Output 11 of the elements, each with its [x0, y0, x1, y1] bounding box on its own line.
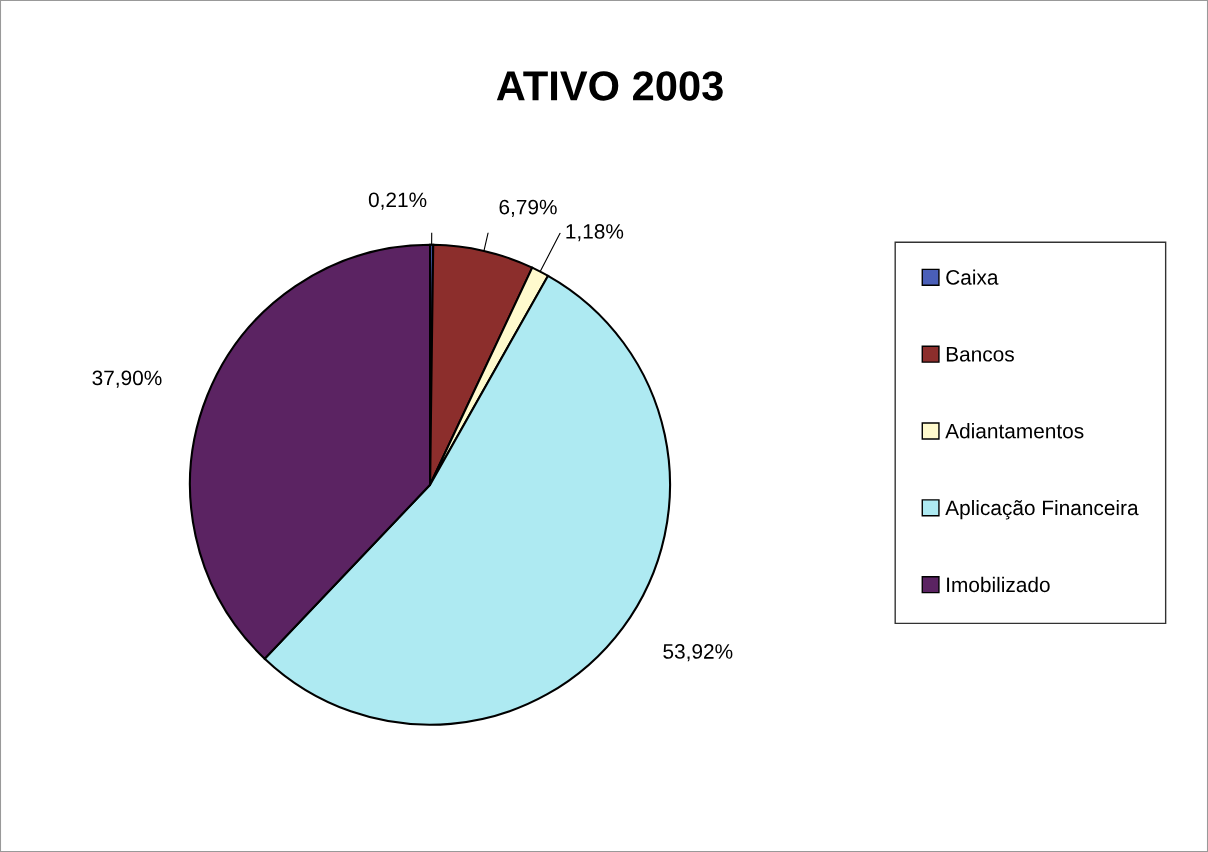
legend-label: Bancos [946, 347, 1014, 362]
data-label: 6,79% [499, 199, 557, 217]
legend-label: Imobilizado [947, 576, 1050, 593]
legend-label: Aplicação Financeira [945, 499, 1139, 520]
chart-title: ATIVO 2003 [496, 71, 723, 101]
data-label: 1,18% [566, 224, 624, 242]
legend-label: Caixa [946, 269, 999, 285]
legend-label: Adiantamentos [945, 423, 1084, 439]
data-label: 53,92% [663, 644, 733, 662]
data-label: 37,90% [92, 370, 162, 388]
data-label: 0,21% [368, 192, 427, 210]
